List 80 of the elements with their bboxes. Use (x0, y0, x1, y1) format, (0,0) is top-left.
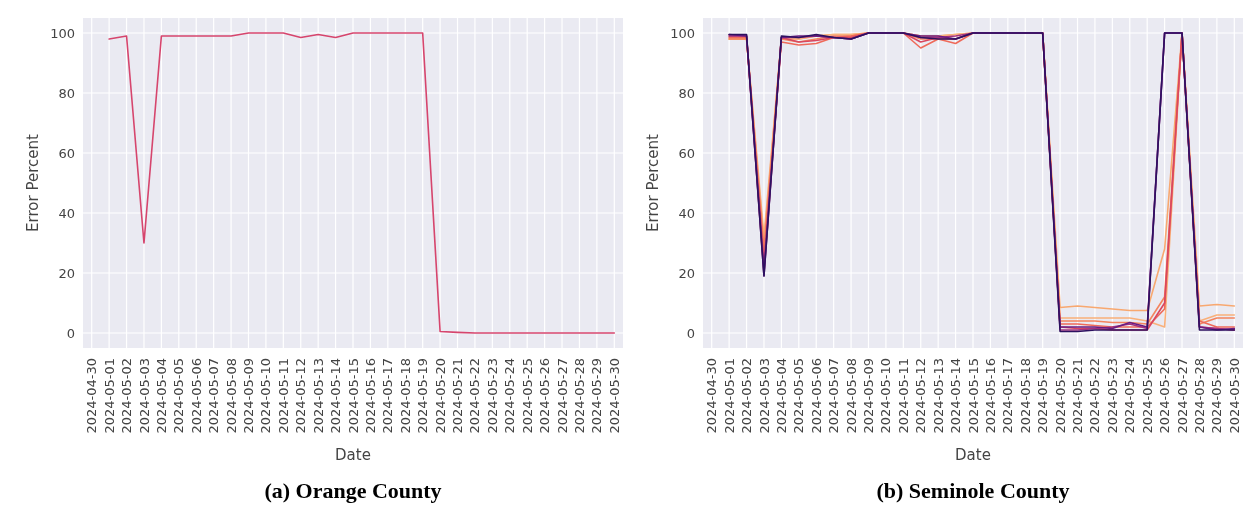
x-tick-label: 2024-05-27 (1174, 358, 1190, 434)
x-tick-label: 2024-05-08 (843, 358, 859, 434)
x-tick-label: 2024-05-20 (432, 358, 448, 434)
x-tick-label: 2024-05-19 (1035, 358, 1051, 434)
x-tick-label: 2024-05-08 (223, 358, 239, 434)
x-tick-label: 2024-05-09 (241, 358, 257, 434)
x-tick-label: 2024-05-23 (484, 358, 500, 434)
x-tick-label: 2024-05-29 (589, 358, 605, 434)
x-tick-label: 2024-05-05 (171, 358, 187, 434)
x-tick-label: 2024-05-22 (1087, 358, 1103, 434)
x-tick-label: 2024-05-14 (948, 358, 964, 434)
x-tick-label: 2024-05-15 (345, 358, 361, 434)
x-tick-label: 2024-05-06 (188, 358, 204, 434)
y-tick-label: 0 (686, 325, 695, 341)
x-tick-label: 2024-05-10 (878, 358, 894, 434)
x-tick-label: 2024-05-26 (1157, 358, 1173, 434)
x-tick-label: 2024-05-04 (773, 358, 789, 434)
x-tick-label: 2024-05-24 (502, 358, 518, 434)
x-tick-label: 2024-05-12 (913, 358, 929, 434)
x-tick-label: 2024-05-11 (895, 358, 911, 434)
x-tick-label: 2024-05-01 (101, 358, 117, 434)
x-tick-label: 2024-05-30 (606, 358, 622, 434)
x-tick-label: 2024-05-11 (275, 358, 291, 434)
x-tick-label: 2024-04-30 (84, 358, 100, 434)
x-tick-label: 2024-05-03 (756, 358, 772, 434)
x-axis-title: Date (955, 446, 991, 464)
x-tick-label: 2024-05-12 (293, 358, 309, 434)
x-tick-label: 2024-05-18 (397, 358, 413, 434)
x-tick-label: 2024-05-09 (861, 358, 877, 434)
x-tick-label: 2024-05-29 (1209, 358, 1225, 434)
x-tick-label: 2024-05-30 (1226, 358, 1242, 434)
x-tick-label: 2024-04-30 (704, 358, 720, 434)
x-tick-label: 2024-05-28 (1192, 358, 1207, 434)
x-tick-label: 2024-05-14 (328, 358, 344, 434)
x-tick-label: 2024-05-03 (136, 358, 152, 434)
x-tick-label: 2024-05-26 (537, 358, 553, 434)
x-tick-label: 2024-05-28 (572, 358, 587, 434)
x-tick-label: 2024-05-06 (808, 358, 824, 434)
y-tick-label: 20 (678, 265, 695, 281)
y-axis-title: Error Percent (644, 134, 662, 232)
y-tick-label: 40 (58, 205, 75, 221)
x-tick-label: 2024-05-18 (1017, 358, 1033, 434)
x-tick-label: 2024-05-02 (119, 358, 135, 434)
text: (a) Orange County (264, 478, 442, 503)
x-tick-label: 2024-05-07 (206, 358, 222, 434)
y-tick-label: 60 (58, 145, 75, 161)
x-tick-label: 2024-05-25 (1139, 358, 1155, 434)
x-tick-label: 2024-05-23 (1104, 358, 1120, 434)
y-tick-label: 100 (50, 25, 75, 41)
x-tick-label: 2024-05-20 (1052, 358, 1068, 434)
x-axis-title: Date (335, 446, 371, 464)
x-tick-label: 2024-05-13 (310, 358, 326, 434)
x-tick-label: 2024-05-25 (519, 358, 535, 434)
y-tick-label: 80 (678, 85, 695, 101)
x-tick-label: 2024-05-17 (380, 358, 396, 434)
y-tick-label: 100 (670, 25, 695, 41)
x-tick-label: 2024-05-22 (467, 358, 483, 434)
x-tick-label: 2024-05-13 (930, 358, 946, 434)
y-tick-label: 80 (58, 85, 75, 101)
y-tick-label: 60 (678, 145, 695, 161)
x-tick-label: 2024-05-05 (791, 358, 807, 434)
y-axis-title: Error Percent (24, 134, 42, 232)
y-tick-label: 20 (58, 265, 75, 281)
x-tick-label: 2024-05-24 (1122, 358, 1138, 434)
x-tick-label: 2024-05-07 (826, 358, 842, 434)
x-tick-label: 2024-05-10 (258, 358, 274, 434)
y-tick-label: 40 (678, 205, 695, 221)
x-tick-label: 2024-05-04 (153, 358, 169, 434)
y-tick-label: 0 (66, 325, 75, 341)
x-tick-label: 2024-05-15 (965, 358, 981, 434)
x-tick-label: 2024-05-16 (362, 358, 378, 434)
text: (b) Seminole County (876, 478, 1070, 503)
x-tick-label: 2024-05-21 (1070, 358, 1086, 434)
x-tick-label: 2024-05-21 (450, 358, 466, 434)
x-tick-label: 2024-05-01 (721, 358, 737, 434)
x-tick-label: 2024-05-02 (739, 358, 755, 434)
x-tick-label: 2024-05-27 (554, 358, 570, 434)
x-tick-label: 2024-05-16 (982, 358, 998, 434)
x-tick-label: 2024-05-19 (415, 358, 431, 434)
x-tick-label: 2024-05-17 (1000, 358, 1016, 434)
